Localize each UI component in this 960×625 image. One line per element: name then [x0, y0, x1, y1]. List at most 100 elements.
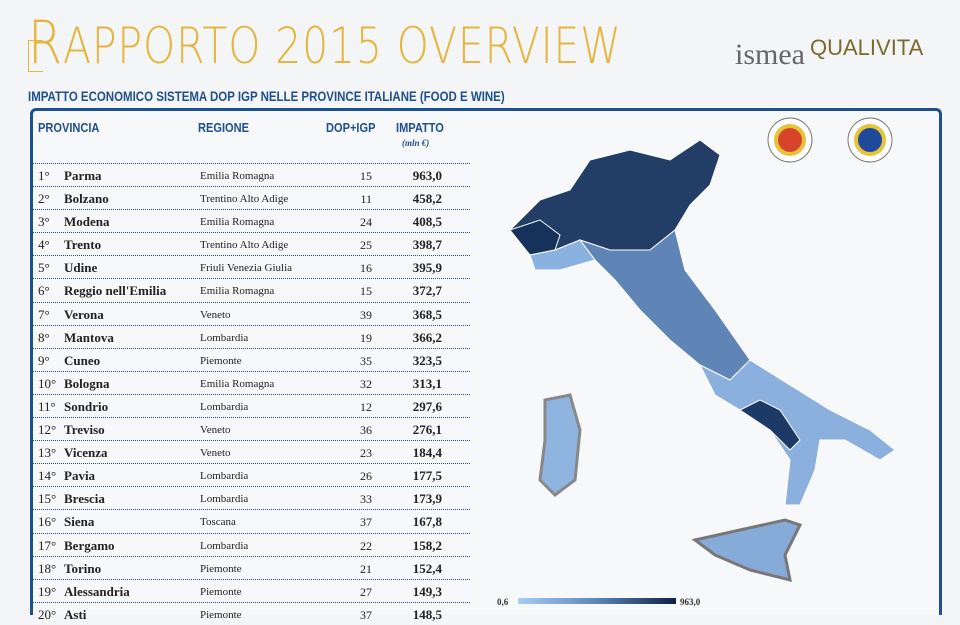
cell-rank: 4° [38, 237, 50, 253]
cell-count: 19 [360, 330, 372, 345]
cell-regione: Friuli Venezia Giulia [200, 262, 293, 275]
cell-rank: 10° [38, 375, 57, 391]
cell-rank: 7° [38, 306, 50, 322]
table-row: 2° Bolzano Trentino Alto Adige 11 458,2 [30, 186, 470, 209]
cell-regione: Lombardia [200, 493, 249, 506]
cell-regione: Piemonte [200, 562, 242, 575]
table-row: 13° Vicenza Veneto 23 184,4 [30, 440, 470, 463]
table-row: 15° Brescia Lombardia 33 173,9 [30, 486, 470, 509]
cell-count: 23 [360, 446, 372, 461]
cell-impatto: 323,5 [412, 352, 442, 368]
col-impatto: IMPATTO [396, 120, 444, 135]
sicily [691, 518, 803, 583]
cell-rank: 19° [38, 583, 57, 599]
ismea-logo: ismea [735, 38, 805, 71]
cell-count: 22 [360, 538, 372, 553]
table-row: 17° Bergamo Lombardia 22 158,2 [30, 532, 470, 556]
cell-rank: 20° [38, 606, 57, 622]
cell-regione: Emilia Romagna [200, 285, 275, 298]
table-row: 16° Siena Toscana 37 167,8 [30, 509, 470, 532]
table-row: 1° Parma Emilia Romagna 15 963,0 [30, 163, 470, 186]
cell-impatto: 458,2 [412, 191, 442, 207]
cell-provincia: Torino [64, 560, 102, 576]
table-row: 5° Udine Friuli Venezia Giulia 16 395,9 [30, 255, 470, 278]
cell-provincia: Reggio nell'Emilia [64, 283, 167, 299]
cell-provincia: Treviso [64, 422, 105, 438]
cell-provincia: Modena [64, 214, 110, 230]
cell-impatto: 372,7 [412, 283, 442, 299]
cell-count: 24 [360, 215, 372, 230]
cell-rank: 2° [38, 191, 50, 207]
cell-regione: Lombardia [200, 539, 249, 552]
cell-regione: Piemonte [200, 354, 242, 367]
table-row: 8° Mantova Lombardia 19 366,2 [30, 324, 470, 348]
table-row: 11° Sondrio Lombardia 12 297,6 [30, 393, 470, 417]
cell-count: 15 [360, 169, 372, 183]
cell-provincia: Mantova [64, 329, 114, 345]
cell-rank: 13° [38, 445, 57, 461]
table-row: 6° Reggio nell'Emilia Emilia Romagna 15 372,… [30, 278, 470, 301]
cell-provincia: Udine [64, 260, 98, 276]
cell-impatto: 148,5 [412, 606, 442, 622]
cell-regione: Piemonte [200, 608, 242, 621]
col-regione: REGIONE [198, 120, 249, 135]
legend-min: 0,6 [497, 597, 509, 607]
decoration [28, 40, 43, 72]
cell-provincia: Parma [64, 168, 102, 183]
cell-rank: 16° [38, 514, 57, 530]
cell-count: 32 [360, 376, 372, 391]
cell-regione: Emilia Romagna [200, 216, 275, 229]
cell-provincia: Bolzano [64, 191, 109, 207]
campania [739, 399, 801, 451]
cell-impatto: 177,5 [412, 468, 442, 484]
cell-count: 37 [360, 607, 372, 622]
cell-count: 11 [360, 192, 372, 207]
cell-impatto: 408,5 [412, 214, 442, 230]
cell-rank: 15° [38, 491, 57, 507]
central-italy [578, 229, 751, 381]
table-row: 3° Modena Emilia Romagna 24 408,5 [30, 209, 470, 232]
col-count: DOP+IGP [326, 120, 376, 135]
table-row: 18° Torino Piemonte 21 152,4 [30, 555, 470, 579]
cell-provincia: Sondrio [64, 398, 109, 414]
cell-count: 33 [360, 492, 372, 507]
cell-rank: 5° [38, 260, 50, 276]
page-title: Rapporto 2015 overview [28, 8, 622, 78]
cell-regione: Lombardia [200, 331, 249, 344]
cell-rank: 12° [38, 422, 57, 438]
dop-badge [767, 117, 813, 163]
table-row: 7° Verona Veneto 39 368,5 [30, 301, 470, 325]
cell-count: 27 [360, 584, 372, 599]
cell-impatto: 173,9 [412, 491, 442, 507]
cell-regione: Veneto [200, 447, 231, 460]
cell-regione: Trentino Alto Adige [200, 239, 289, 252]
cell-impatto: 276,1 [412, 422, 442, 438]
cell-impatto: 149,3 [412, 583, 442, 599]
ranking-table: 1° Parma Emilia Romagna 15 963,0 2° Bolzano Tre… [30, 163, 470, 625]
sardinia [538, 393, 582, 497]
cell-rank: 11° [38, 398, 56, 414]
cell-provincia: Alessandria [64, 583, 130, 599]
cell-regione: Toscana [200, 516, 236, 529]
cell-impatto: 158,2 [412, 537, 442, 553]
cell-rank: 18° [38, 560, 57, 576]
table-row: 14° Pavia Lombardia 26 177,5 [30, 463, 470, 486]
cell-rank: 14° [38, 468, 57, 484]
cell-count: 21 [360, 561, 372, 576]
cell-impatto: 963,0 [412, 168, 442, 183]
cell-impatto: 313,1 [412, 375, 442, 391]
cell-provincia: Vicenza [64, 445, 108, 461]
cell-impatto: 297,6 [412, 398, 442, 414]
cell-regione: Veneto [200, 424, 231, 437]
legend-gradient [518, 598, 676, 604]
cell-count: 39 [360, 307, 372, 322]
cell-regione: Lombardia [200, 400, 249, 413]
cell-provincia: Brescia [64, 491, 105, 507]
cell-regione: Trentino Alto Adige [200, 193, 289, 206]
col-provincia: PROVINCIA [38, 120, 100, 135]
cell-impatto: 167,8 [412, 514, 442, 530]
cell-count: 26 [360, 469, 372, 484]
subtitle: IMPATTO ECONOMICO SISTEMA DOP IGP NELLE … [28, 88, 505, 104]
cell-impatto: 395,9 [412, 260, 442, 276]
italy-map [509, 117, 896, 583]
